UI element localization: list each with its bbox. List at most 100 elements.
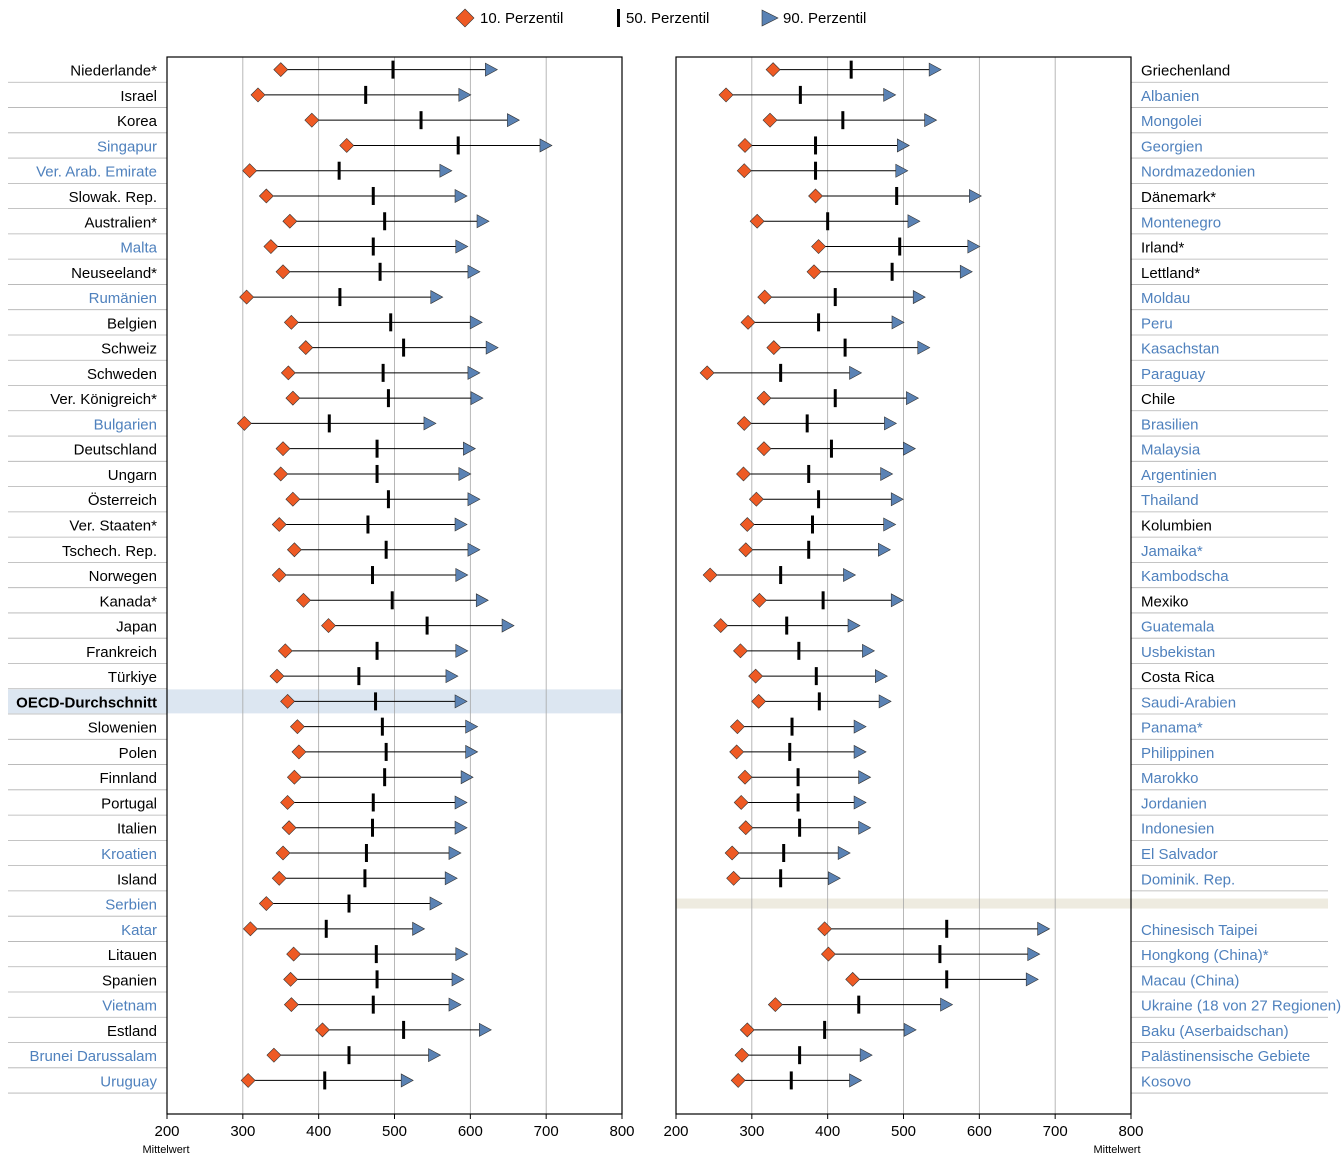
- row-montenegro: Montenegro: [749, 212, 1221, 231]
- p50-marker: [381, 363, 385, 382]
- p50-marker: [402, 1020, 406, 1039]
- p90-marker: [467, 492, 481, 507]
- p10-marker: [729, 744, 745, 760]
- row-lettland: Lettland*: [806, 262, 1200, 282]
- p50-marker: [371, 995, 375, 1014]
- p50-marker: [456, 136, 460, 155]
- row-palastinensische-gebiete: Palästinensische Gebiete: [734, 1046, 1310, 1065]
- p50-marker: [324, 919, 328, 938]
- row-belgien: Belgien: [107, 313, 483, 332]
- country-label-kambodscha: Kambodscha: [1141, 568, 1229, 585]
- p50-marker: [788, 742, 792, 761]
- p10-marker: [242, 921, 258, 937]
- p50-marker: [347, 1046, 351, 1065]
- p90-marker: [429, 896, 443, 911]
- country-label-brunei-darussalam: Brunei Darussalam: [29, 1048, 157, 1065]
- row-ungarn: Ungarn: [108, 464, 472, 484]
- p90-marker: [847, 618, 861, 633]
- row-peru: Peru: [740, 313, 1173, 332]
- country-label-kroatien: Kroatien: [101, 846, 157, 863]
- row-schweden: Schweden: [87, 363, 481, 383]
- row-malaysia: Malaysia: [756, 439, 1201, 459]
- country-label-kolumbien: Kolumbien: [1141, 517, 1212, 534]
- p90-marker: [467, 264, 481, 279]
- row-norwegen: Norwegen: [89, 566, 469, 585]
- country-label-litauen: Litauen: [108, 947, 157, 964]
- p50-marker: [402, 338, 406, 357]
- p90-marker: [465, 744, 479, 759]
- row-jordanien: Jordanien: [733, 793, 1207, 812]
- p50-marker: [805, 414, 809, 433]
- country-label-brasilien: Brasilien: [1141, 416, 1199, 433]
- p50-marker: [898, 237, 902, 256]
- p10-marker: [298, 340, 314, 356]
- p10-marker: [280, 365, 296, 381]
- country-label-spanien: Spanien: [102, 972, 157, 989]
- p10-marker: [280, 795, 295, 810]
- country-label-thailand: Thailand: [1141, 492, 1199, 509]
- p90-marker: [485, 62, 498, 77]
- p50-marker: [798, 818, 802, 837]
- p90-marker: [458, 466, 472, 481]
- p50-marker: [371, 566, 375, 585]
- row-jamaika: Jamaika*: [738, 540, 1203, 560]
- separator-band: [676, 898, 1328, 909]
- p10-marker: [748, 491, 764, 507]
- row-neuseeland: Neuseeland*: [71, 262, 481, 282]
- p90-marker: [454, 517, 468, 532]
- row-marokko: Marokko: [737, 768, 1199, 787]
- row-spanien: Spanien: [102, 970, 465, 989]
- country-label-vietnam: Vietnam: [102, 998, 157, 1015]
- p10-marker: [724, 845, 740, 861]
- country-label-kasachstan: Kasachstan: [1141, 341, 1219, 358]
- row-kanada: Kanada*: [99, 591, 489, 610]
- p50-marker: [833, 288, 837, 307]
- p90-marker: [539, 138, 553, 153]
- country-label-katar: Katar: [121, 922, 157, 939]
- p10-marker: [767, 997, 783, 1013]
- p50-marker: [375, 464, 379, 483]
- p50-marker: [323, 1071, 327, 1090]
- country-label-schweiz: Schweiz: [101, 341, 157, 358]
- p10-marker: [291, 744, 307, 760]
- country-label-niederlande: Niederlande*: [70, 63, 157, 80]
- p50-marker: [384, 742, 388, 761]
- p50-marker: [383, 768, 387, 787]
- p90-marker: [412, 921, 426, 936]
- p90-marker: [439, 163, 453, 178]
- row-polen: Polen: [119, 742, 479, 762]
- x-axis-label-right: Mittelwert: [1093, 1144, 1140, 1156]
- p10-marker: [751, 693, 767, 709]
- p90-marker: [853, 795, 867, 810]
- p50-marker: [841, 111, 845, 130]
- p10-marker: [283, 314, 299, 330]
- row-tschech-rep: Tschech. Rep.: [62, 540, 481, 560]
- p10-marker: [273, 62, 289, 78]
- row-turkiye: Türkiye: [108, 667, 459, 686]
- p50-marker: [357, 667, 361, 686]
- p10-marker: [738, 820, 754, 836]
- country-label-palastinensische-gebiete: Palästinensische Gebiete: [1141, 1048, 1310, 1065]
- row-nordmazedonien: Nordmazedonien: [736, 161, 1255, 181]
- p10-marker: [242, 163, 258, 179]
- row-finnland: Finnland: [99, 768, 474, 787]
- p10-marker: [699, 365, 715, 381]
- country-label-island: Island: [117, 871, 157, 888]
- tick-label-600: 600: [967, 1123, 992, 1140]
- p90-marker: [895, 163, 909, 178]
- p10-marker: [718, 87, 734, 103]
- p50-marker: [371, 237, 375, 256]
- tick-label-300: 300: [230, 1123, 255, 1140]
- p90-marker: [485, 340, 499, 355]
- p10-marker: [296, 592, 311, 608]
- p10-marker: [273, 466, 289, 482]
- country-label-costa-rica: Costa Rica: [1141, 669, 1215, 686]
- p10-marker: [756, 441, 772, 457]
- p50-marker: [823, 1020, 827, 1039]
- p10-marker: [263, 239, 279, 254]
- p90-marker: [843, 568, 857, 583]
- country-label-kanada: Kanada*: [99, 593, 157, 610]
- tick-label-300: 300: [739, 1123, 764, 1140]
- country-label-danemark: Dänemark*: [1141, 189, 1216, 206]
- p90-marker: [890, 492, 904, 507]
